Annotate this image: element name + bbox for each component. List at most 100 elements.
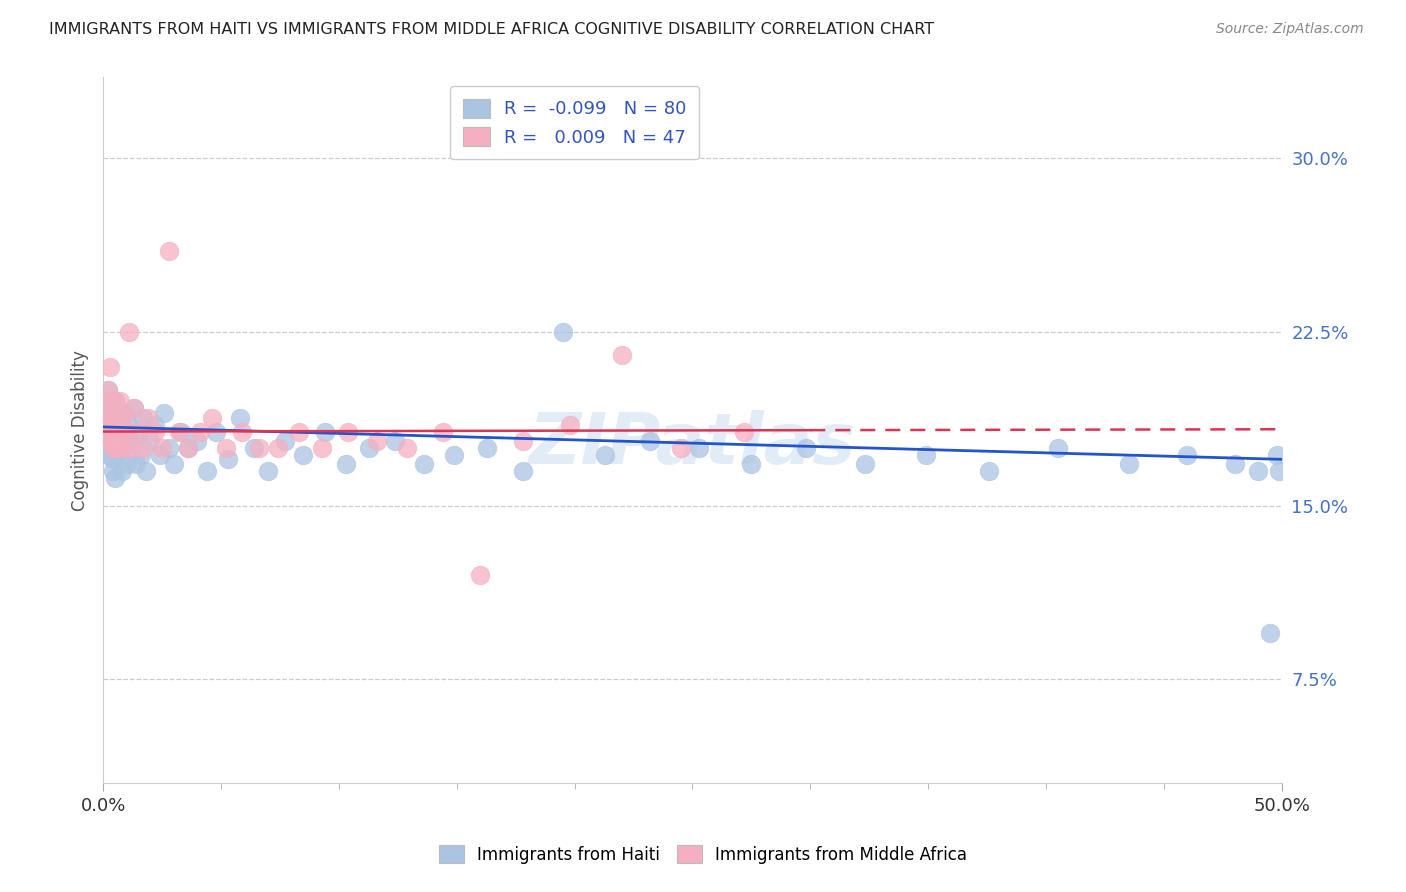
Point	[108, 394, 131, 409]
Point	[108, 425, 131, 439]
Point	[101, 394, 124, 409]
Point	[98, 434, 121, 448]
Point	[170, 425, 193, 439]
Point	[118, 417, 141, 432]
Point	[200, 410, 222, 425]
Point	[143, 417, 166, 432]
Point	[396, 441, 419, 455]
Point	[108, 429, 131, 443]
Point	[104, 394, 127, 409]
Point	[115, 457, 138, 471]
Text: Source: ZipAtlas.com: Source: ZipAtlas.com	[1216, 22, 1364, 37]
Point	[794, 441, 817, 455]
Point	[432, 425, 454, 439]
Point	[205, 425, 228, 439]
Legend: Immigrants from Haiti, Immigrants from Middle Africa: Immigrants from Haiti, Immigrants from M…	[432, 838, 974, 871]
Point	[97, 417, 120, 432]
Point	[104, 434, 127, 448]
Point	[136, 410, 159, 425]
Point	[288, 425, 311, 439]
Point	[412, 457, 434, 471]
Point	[104, 394, 127, 409]
Point	[104, 425, 127, 439]
Point	[311, 441, 333, 455]
Point	[112, 406, 135, 420]
Point	[129, 448, 152, 462]
Point	[94, 417, 117, 432]
Point	[366, 434, 388, 448]
Point	[94, 425, 117, 439]
Point	[243, 441, 266, 455]
Point	[115, 425, 138, 439]
Text: IMMIGRANTS FROM HAITI VS IMMIGRANTS FROM MIDDLE AFRICA COGNITIVE DISABILITY CORR: IMMIGRANTS FROM HAITI VS IMMIGRANTS FROM…	[49, 22, 935, 37]
Point	[101, 429, 124, 443]
Point	[1223, 457, 1246, 471]
Point	[669, 441, 692, 455]
Point	[104, 410, 127, 425]
Point	[292, 448, 315, 462]
Point	[177, 441, 200, 455]
Point	[733, 425, 755, 439]
Point	[132, 410, 155, 425]
Point	[247, 441, 270, 455]
Point	[118, 325, 141, 339]
Point	[97, 383, 120, 397]
Point	[127, 429, 149, 443]
Point	[97, 434, 120, 448]
Point	[105, 441, 128, 455]
Point	[443, 448, 465, 462]
Point	[188, 425, 211, 439]
Point	[149, 448, 172, 462]
Point	[108, 448, 131, 462]
Point	[94, 406, 117, 420]
Point	[101, 410, 124, 425]
Point	[231, 425, 253, 439]
Point	[112, 410, 135, 425]
Point	[1265, 448, 1288, 462]
Point	[105, 401, 128, 416]
Point	[593, 448, 616, 462]
Point	[111, 434, 134, 448]
Point	[512, 434, 534, 448]
Point	[105, 441, 128, 455]
Point	[101, 464, 124, 478]
Point	[98, 394, 121, 409]
Point	[359, 441, 381, 455]
Point	[512, 464, 534, 478]
Point	[157, 244, 180, 258]
Point	[1247, 464, 1270, 478]
Point	[98, 359, 121, 374]
Point	[853, 457, 876, 471]
Point	[177, 441, 200, 455]
Point	[120, 434, 142, 448]
Point	[163, 457, 186, 471]
Point	[97, 448, 120, 462]
Point	[98, 441, 121, 455]
Text: ZIPatlas: ZIPatlas	[529, 410, 856, 479]
Point	[150, 441, 173, 455]
Point	[257, 464, 280, 478]
Point	[266, 441, 288, 455]
Point	[104, 471, 127, 485]
Point	[125, 457, 148, 471]
Point	[167, 425, 190, 439]
Point	[98, 410, 121, 425]
Point	[135, 464, 157, 478]
Point	[384, 434, 406, 448]
Point	[314, 425, 336, 439]
Point	[551, 325, 574, 339]
Point	[558, 417, 581, 432]
Point	[186, 434, 208, 448]
Point	[1177, 448, 1199, 462]
Point	[740, 457, 762, 471]
Point	[273, 434, 295, 448]
Point	[111, 441, 134, 455]
Point	[97, 383, 120, 397]
Point	[101, 441, 124, 455]
Point	[143, 425, 166, 439]
Point	[470, 568, 492, 582]
Legend: R =  -0.099   N = 80, R =   0.009   N = 47: R = -0.099 N = 80, R = 0.009 N = 47	[450, 87, 699, 160]
Point	[111, 464, 134, 478]
Point	[122, 401, 145, 416]
Point	[217, 452, 239, 467]
